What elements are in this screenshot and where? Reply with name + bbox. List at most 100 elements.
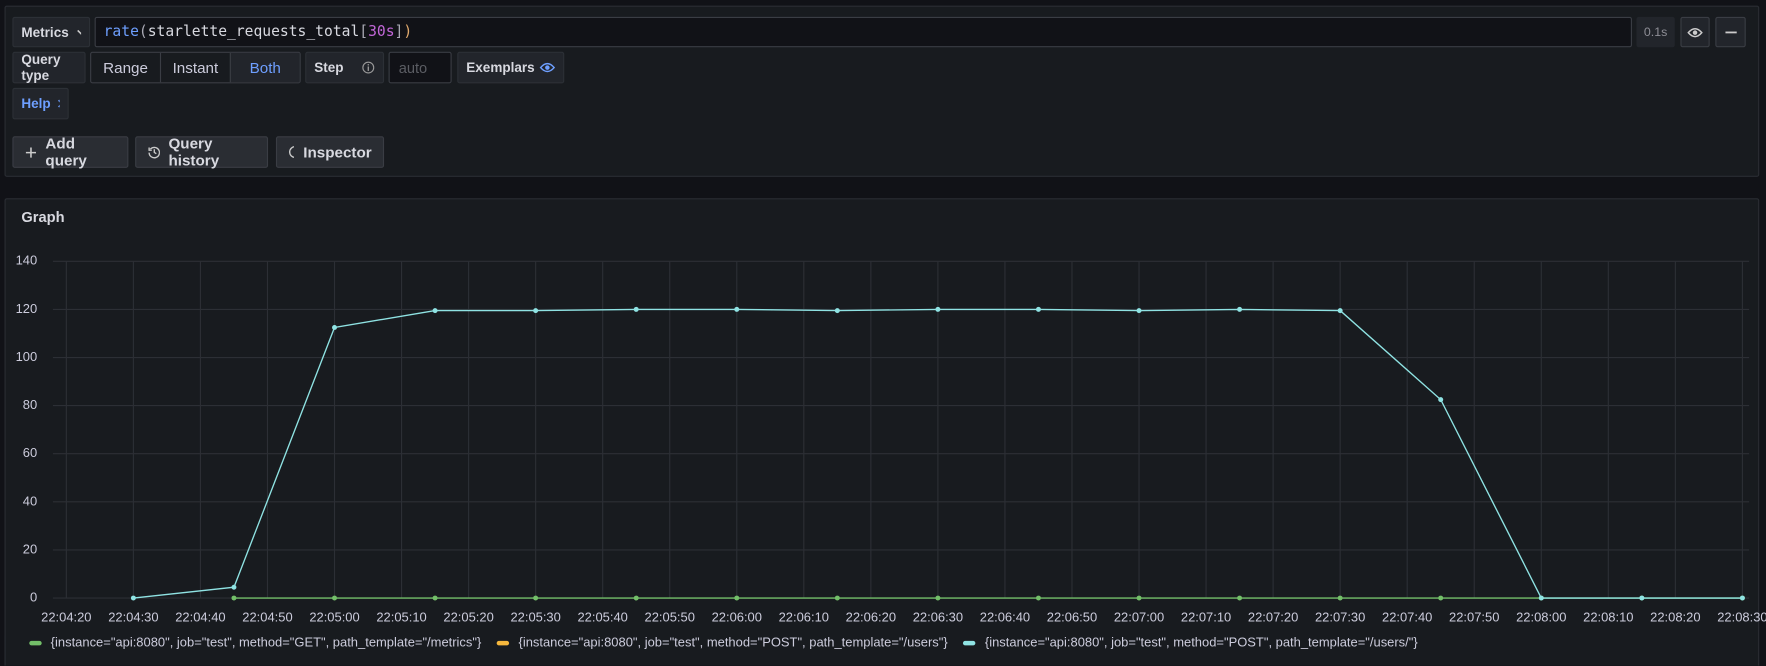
x-tick-label: 22:07:10 bbox=[1181, 610, 1231, 625]
query-type-option[interactable]: Instant bbox=[159, 52, 230, 83]
eye-icon bbox=[1687, 27, 1703, 37]
x-tick-label: 22:05:00 bbox=[309, 610, 359, 625]
data-point bbox=[1538, 595, 1544, 601]
query-input[interactable]: rate(starlette_requests_total[30s]) bbox=[94, 16, 1632, 48]
token: [ bbox=[359, 23, 369, 41]
data-point bbox=[432, 595, 438, 601]
button-text: Add query bbox=[45, 135, 87, 169]
data-point bbox=[1337, 308, 1343, 314]
eye-icon bbox=[539, 62, 556, 73]
legend-item[interactable]: {instance="api:8080", job="test", method… bbox=[497, 636, 948, 650]
exemplars-toggle[interactable]: Exemplars bbox=[457, 51, 565, 84]
x-tick-label: 22:04:50 bbox=[242, 610, 292, 625]
legend-item[interactable]: {instance="api:8080", job="test", method… bbox=[29, 636, 481, 650]
y-tick-label: 140 bbox=[16, 253, 38, 268]
x-tick-label: 22:06:30 bbox=[913, 610, 963, 625]
y-tick-label: 60 bbox=[23, 445, 37, 460]
query-type-option[interactable]: Both bbox=[229, 52, 300, 83]
token: rate bbox=[103, 23, 139, 41]
button-text: Inspector bbox=[303, 143, 372, 161]
metrics-label: Metrics bbox=[21, 24, 69, 40]
data-point bbox=[935, 595, 941, 601]
history-icon bbox=[148, 146, 160, 159]
x-tick-label: 22:08:00 bbox=[1516, 610, 1566, 625]
toggle-visibility[interactable] bbox=[1680, 16, 1710, 48]
query-history[interactable]: Query history bbox=[135, 135, 269, 169]
data-point bbox=[734, 595, 740, 601]
x-tick-label: 22:08:30 bbox=[1717, 610, 1766, 625]
step-label: Step bbox=[305, 51, 385, 84]
data-point bbox=[332, 324, 337, 330]
x-tick-label: 22:05:20 bbox=[443, 610, 493, 625]
data-point bbox=[1438, 595, 1444, 601]
x-tick-label: 22:06:20 bbox=[846, 610, 896, 625]
data-point bbox=[633, 306, 639, 312]
x-tick-label: 22:07:00 bbox=[1114, 610, 1164, 625]
metrics-button[interactable]: Metrics bbox=[12, 16, 91, 48]
x-tick-label: 22:05:40 bbox=[577, 610, 627, 625]
step-input[interactable]: auto bbox=[388, 51, 452, 84]
data-point bbox=[1237, 595, 1243, 601]
data-point bbox=[231, 595, 237, 601]
token: ) bbox=[403, 23, 413, 41]
data-point bbox=[1035, 595, 1041, 601]
x-tick-label: 22:04:20 bbox=[41, 610, 91, 625]
x-tick-label: 22:05:50 bbox=[645, 610, 695, 625]
x-tick-label: 22:05:10 bbox=[376, 610, 426, 625]
data-point bbox=[533, 595, 539, 601]
query-type-label: Query type bbox=[12, 51, 86, 84]
legend-label: {instance="api:8080", job="test", method… bbox=[518, 636, 948, 650]
y-tick-label: 100 bbox=[16, 349, 38, 364]
data-point bbox=[633, 595, 639, 601]
help-button[interactable]: Help bbox=[12, 87, 69, 120]
remove-query[interactable] bbox=[1715, 16, 1746, 48]
graph-title: Graph bbox=[21, 207, 65, 225]
token: ( bbox=[138, 23, 148, 41]
inspector[interactable]: Inspector bbox=[275, 136, 385, 168]
x-tick-label: 22:07:20 bbox=[1248, 610, 1298, 625]
y-tick-label: 0 bbox=[30, 589, 37, 604]
x-tick-label: 22:04:30 bbox=[108, 610, 158, 625]
x-tick-label: 22:06:00 bbox=[712, 610, 762, 625]
y-tick-label: 120 bbox=[16, 301, 38, 316]
x-tick-label: 22:07:40 bbox=[1382, 610, 1432, 625]
legend: {instance="api:8080", job="test", method… bbox=[29, 636, 1418, 650]
minus-icon bbox=[1724, 30, 1737, 33]
y-tick-label: 80 bbox=[23, 397, 37, 412]
add-query[interactable]: Add query bbox=[12, 135, 129, 169]
data-point bbox=[1438, 397, 1444, 403]
legend-item[interactable]: {instance="api:8080", job="test", method… bbox=[963, 636, 1418, 650]
data-point bbox=[231, 584, 237, 590]
y-tick-label: 20 bbox=[23, 541, 37, 556]
data-point bbox=[1639, 595, 1645, 601]
button-text: Query history bbox=[168, 135, 220, 169]
data-point bbox=[734, 306, 740, 312]
x-tick-label: 22:06:10 bbox=[779, 610, 829, 625]
data-point bbox=[432, 308, 438, 314]
data-point bbox=[935, 306, 941, 312]
data-point bbox=[1739, 595, 1745, 601]
x-tick-label: 22:06:40 bbox=[980, 610, 1030, 625]
info-icon bbox=[362, 61, 375, 74]
x-tick-label: 22:08:10 bbox=[1583, 610, 1633, 625]
token: starlette_requests_total bbox=[147, 23, 360, 41]
data-point bbox=[533, 308, 539, 314]
data-point bbox=[1237, 306, 1243, 312]
data-point bbox=[130, 595, 136, 601]
x-tick-label: 22:07:50 bbox=[1449, 610, 1499, 625]
x-tick-label: 22:08:20 bbox=[1650, 610, 1700, 625]
x-tick-label: 22:04:40 bbox=[175, 610, 225, 625]
query-type-option[interactable]: Range bbox=[103, 59, 148, 77]
step-text: Step bbox=[314, 59, 344, 76]
info-icon bbox=[289, 146, 295, 159]
legend-swatch bbox=[497, 640, 510, 646]
token: 30s bbox=[368, 23, 395, 41]
x-tick-label: 22:05:30 bbox=[510, 610, 560, 625]
token: ] bbox=[394, 23, 404, 41]
exemplars-text: Exemplars bbox=[466, 59, 535, 76]
data-point bbox=[834, 595, 840, 601]
x-tick-label: 22:06:50 bbox=[1047, 610, 1097, 625]
